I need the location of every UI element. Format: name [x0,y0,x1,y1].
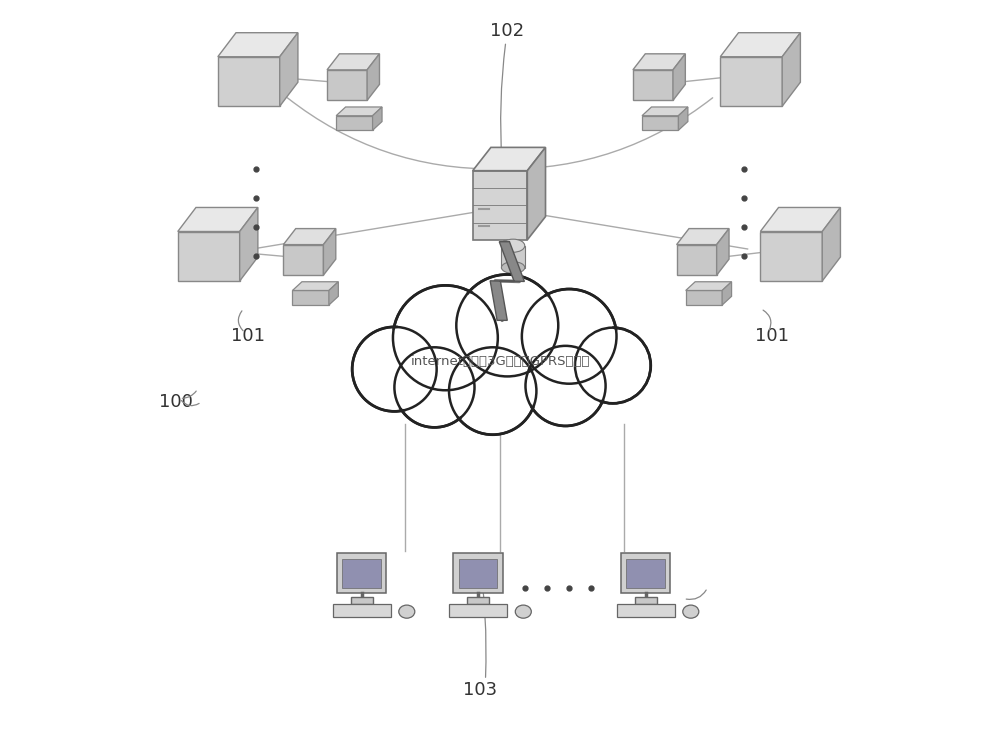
Polygon shape [292,290,329,305]
Polygon shape [822,208,840,281]
Polygon shape [678,107,688,130]
Bar [337,553,386,593]
Polygon shape [367,54,379,100]
Bar [449,605,507,618]
Polygon shape [490,242,524,320]
Polygon shape [673,54,685,100]
Circle shape [453,351,533,431]
Circle shape [352,327,437,412]
Circle shape [394,347,475,428]
Circle shape [456,274,558,376]
Circle shape [522,289,617,384]
Bar [626,558,665,588]
Polygon shape [717,229,729,275]
Polygon shape [642,115,678,130]
Bar [351,597,373,605]
Polygon shape [720,57,782,106]
Polygon shape [292,281,338,290]
Circle shape [356,330,433,408]
Ellipse shape [501,262,525,273]
Bar [453,553,503,593]
Bar [467,597,489,605]
Polygon shape [327,54,379,70]
Polygon shape [178,232,240,281]
Text: 103: 103 [463,681,497,699]
Ellipse shape [683,605,699,618]
Polygon shape [722,281,732,305]
Polygon shape [218,33,298,57]
Bar [617,605,675,618]
Circle shape [525,346,606,426]
Circle shape [529,349,602,423]
Polygon shape [240,208,258,281]
Polygon shape [280,33,298,106]
Polygon shape [336,107,382,115]
Polygon shape [473,171,527,240]
Text: 101: 101 [755,327,789,345]
Circle shape [398,350,471,424]
Bar [621,553,670,593]
Polygon shape [329,281,338,305]
Circle shape [575,327,651,404]
Polygon shape [527,148,546,240]
Ellipse shape [399,605,415,618]
Polygon shape [720,33,800,57]
Polygon shape [760,208,840,232]
Circle shape [393,285,498,390]
Bar [459,558,497,588]
Text: 100: 100 [159,393,193,411]
Circle shape [526,293,613,380]
Polygon shape [677,245,717,275]
Polygon shape [327,70,367,100]
Polygon shape [686,281,732,290]
Polygon shape [677,229,729,245]
Ellipse shape [515,605,531,618]
Polygon shape [473,148,546,171]
Circle shape [449,347,536,435]
Bar [333,605,391,618]
Ellipse shape [501,239,525,252]
Bar [501,246,525,268]
Circle shape [397,289,494,386]
Polygon shape [283,245,323,275]
Polygon shape [178,208,258,232]
Polygon shape [642,107,688,115]
Polygon shape [283,229,336,245]
Polygon shape [373,107,382,130]
Circle shape [460,279,554,372]
Bar [342,558,381,588]
Polygon shape [633,54,685,70]
Text: internet网络、3G网络、GPRS网络等: internet网络、3G网络、GPRS网络等 [410,355,590,368]
Polygon shape [323,229,336,275]
Polygon shape [782,33,800,106]
Text: 101: 101 [231,327,265,345]
Bar [635,597,657,605]
Polygon shape [760,232,822,281]
Polygon shape [336,115,373,130]
Text: 102: 102 [490,21,524,39]
Polygon shape [633,70,673,100]
Polygon shape [686,290,722,305]
Circle shape [578,330,648,401]
Polygon shape [218,57,280,106]
